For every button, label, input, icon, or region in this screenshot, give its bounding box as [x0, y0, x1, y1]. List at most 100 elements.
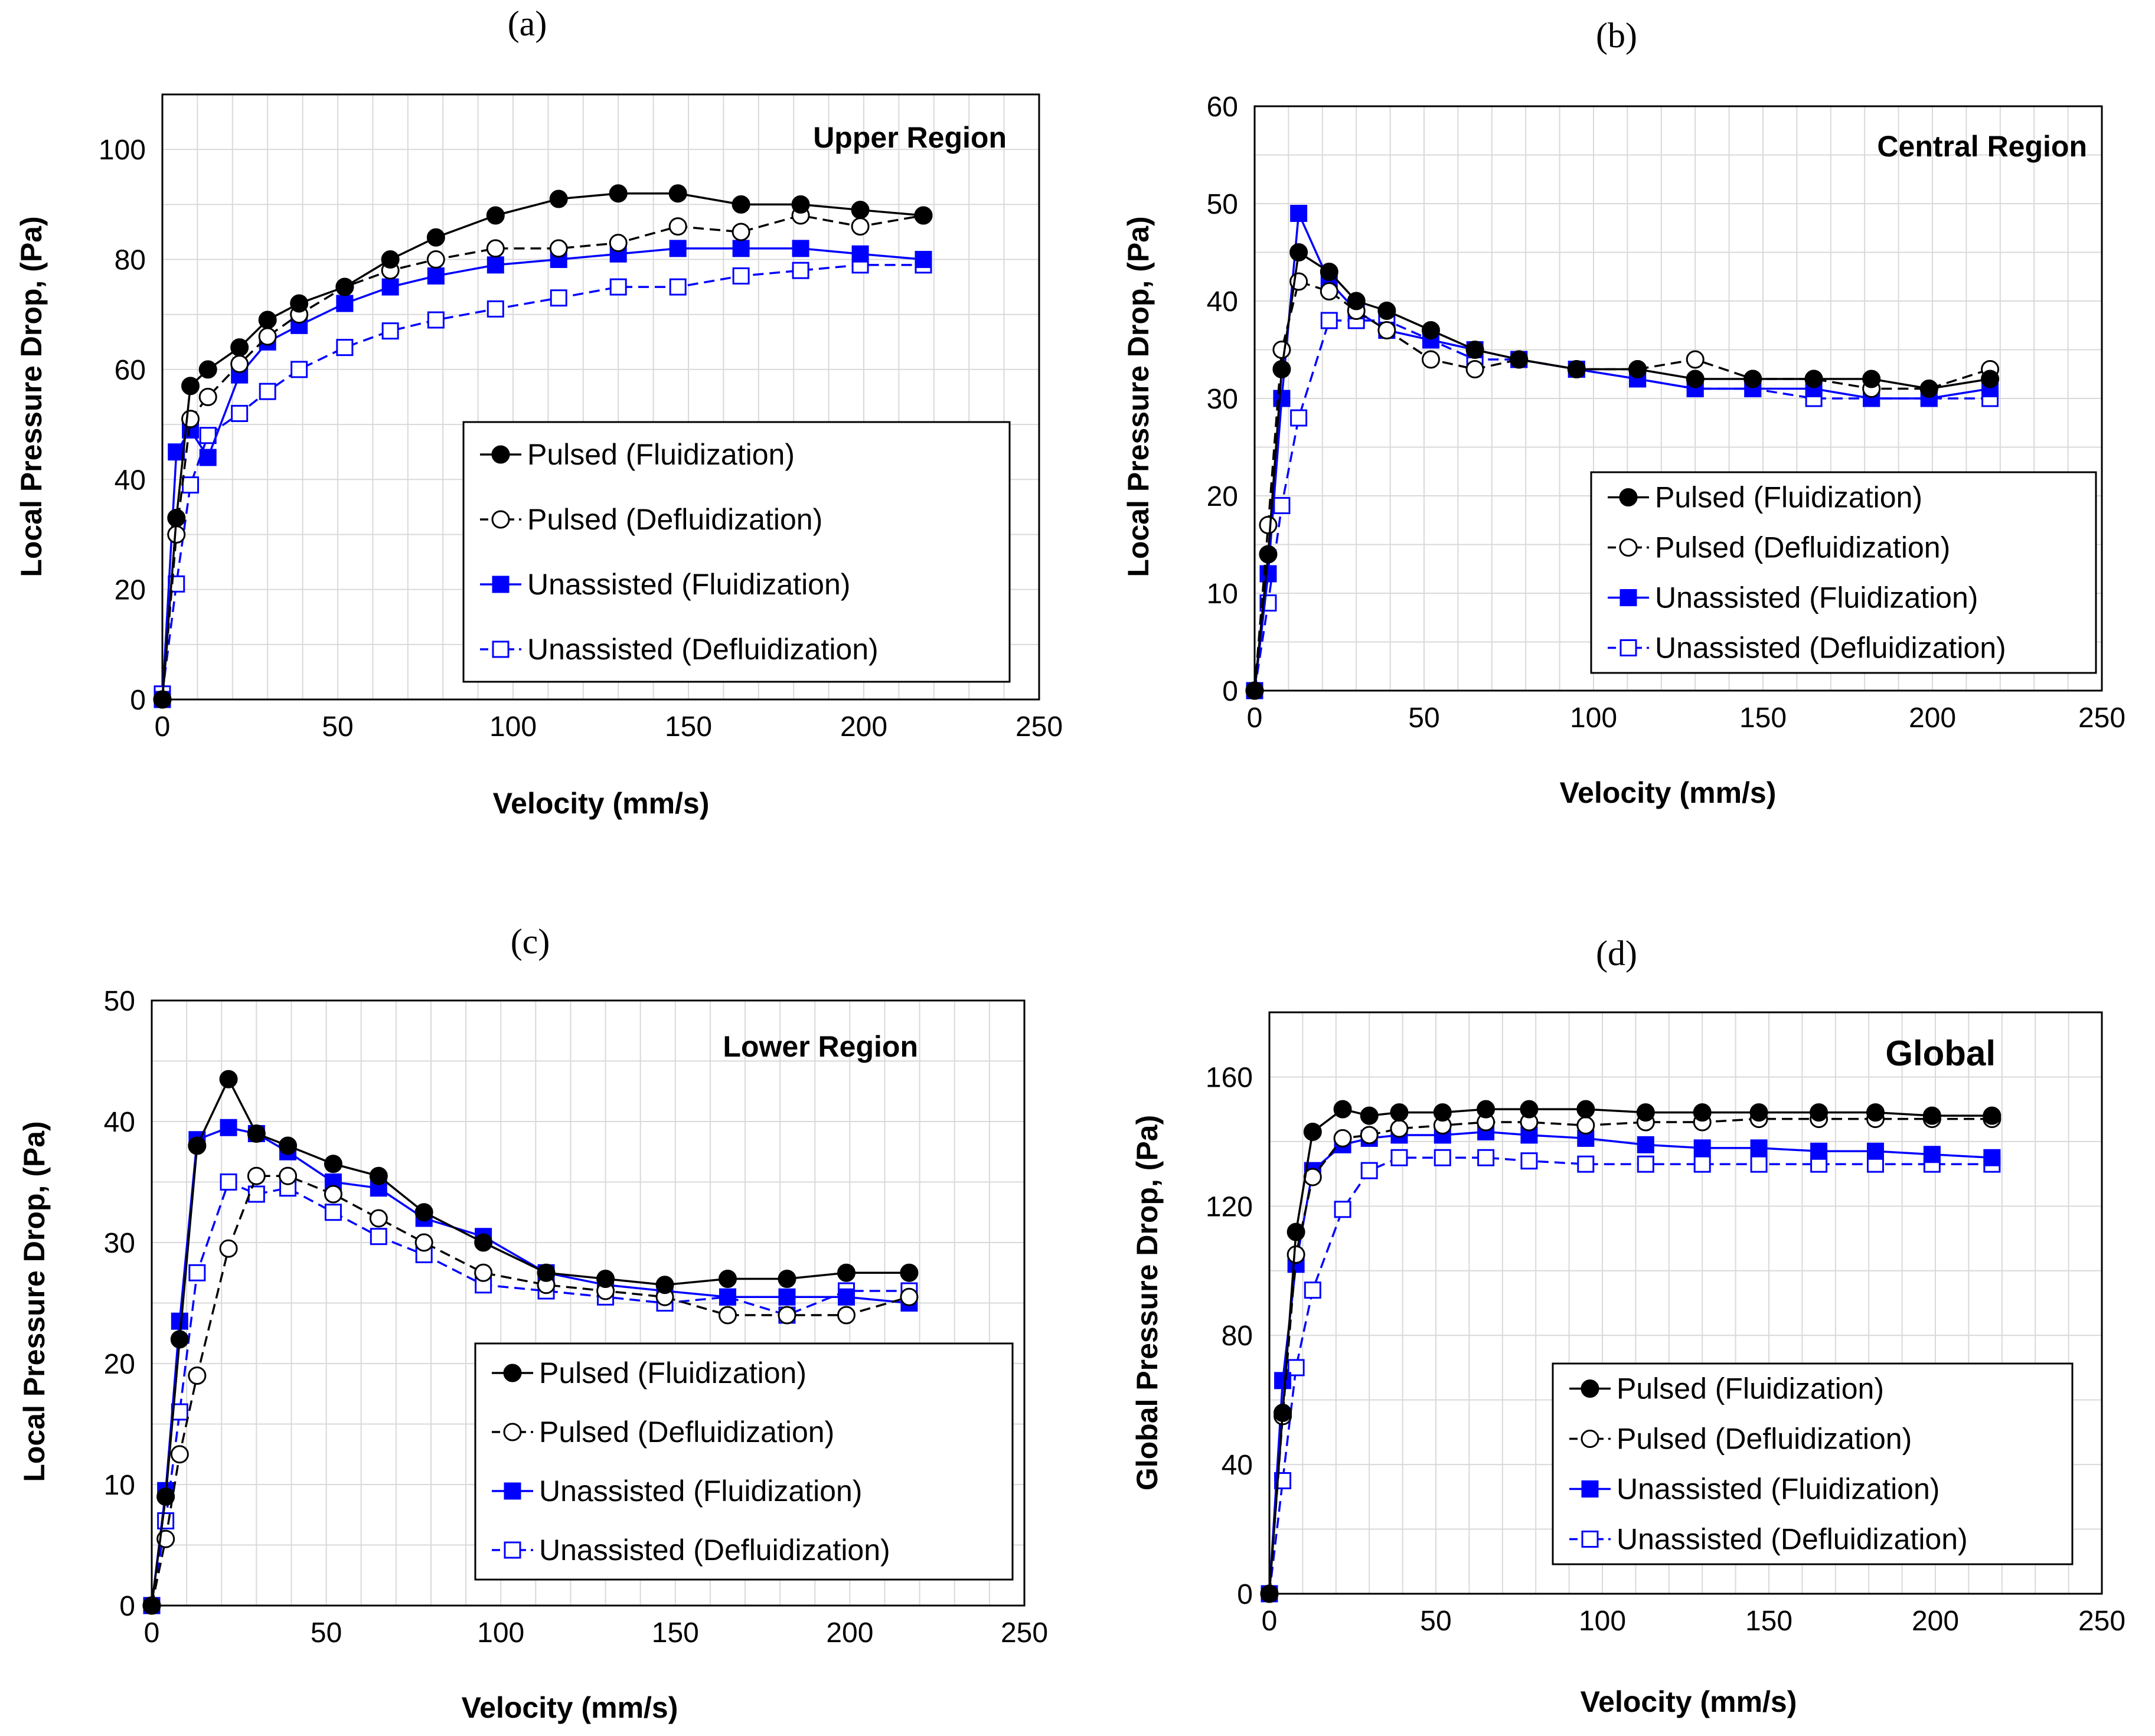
legend: Pulsed (Fluidization) Pulsed (Defluidizat… — [462, 421, 1011, 683]
y-axis-title: Local Pressure Drop, (Pa) — [1122, 216, 1155, 577]
panel-label: (a) — [508, 4, 547, 43]
data-point — [1465, 341, 1484, 359]
data-point — [231, 404, 249, 422]
data-point — [427, 267, 445, 285]
data-point — [167, 509, 186, 527]
chart-title: Upper Region — [813, 121, 1007, 154]
data-point — [279, 1136, 298, 1155]
x-axis-title: Velocity (mm/s) — [493, 787, 710, 820]
data-point — [199, 449, 217, 466]
data-point — [474, 1263, 493, 1282]
data-point — [1981, 370, 2000, 388]
data-point — [669, 278, 687, 296]
data-point — [474, 1233, 493, 1252]
data-point — [718, 1270, 737, 1288]
data-point — [549, 189, 568, 208]
legend-label: Unassisted (Fluidization) — [539, 1475, 862, 1508]
legend-label: Pulsed (Fluidization) — [1617, 1372, 1884, 1405]
data-point — [668, 217, 687, 236]
x-tick-label: 0 — [1262, 1606, 1278, 1637]
series-line — [151, 1181, 909, 1606]
data-point — [1686, 370, 1705, 388]
data-point — [1866, 1142, 1884, 1160]
legend: Pulsed (Fluidization) Pulsed (Defluidizat… — [474, 1342, 1014, 1581]
data-point — [1810, 1142, 1828, 1160]
data-point — [537, 1263, 556, 1282]
data-point — [188, 1366, 207, 1385]
series-line — [1253, 251, 1990, 691]
data-point — [1520, 1152, 1538, 1170]
data-point — [230, 355, 249, 374]
data-point — [778, 1306, 796, 1325]
data-point — [655, 1276, 674, 1294]
data-point — [230, 338, 249, 357]
data-point — [1983, 1106, 2001, 1125]
series-pulsed-fluidization — [153, 184, 933, 709]
data-point — [369, 1209, 388, 1228]
x-tick-label: 100 — [1579, 1606, 1626, 1637]
legend: Pulsed (Fluidization) Pulsed (Defluidizat… — [1552, 1362, 2074, 1565]
data-point — [157, 1512, 175, 1529]
y-tick-label: 100 — [99, 135, 146, 166]
plot-area-frame — [151, 999, 1026, 1607]
plot-area-frame — [161, 93, 1040, 701]
legend-marker — [1619, 639, 1637, 656]
data-point — [486, 206, 505, 225]
y-tick-label: 40 — [1207, 286, 1238, 318]
data-point — [370, 1228, 387, 1245]
data-point — [1259, 516, 1278, 534]
data-point — [1377, 302, 1396, 320]
y-tick-label: 40 — [115, 465, 146, 496]
data-point — [915, 251, 932, 269]
data-point — [156, 1487, 175, 1506]
data-point — [719, 1288, 736, 1306]
data-point — [1274, 1404, 1292, 1423]
data-point — [1347, 292, 1366, 310]
y-tick-label: 30 — [104, 1228, 135, 1259]
data-point — [1274, 1372, 1292, 1390]
data-point — [1637, 1155, 1654, 1173]
y-tick-label: 20 — [1207, 481, 1238, 512]
series-line — [1253, 280, 1991, 691]
legend-label: Pulsed (Fluidization) — [527, 438, 795, 471]
data-point — [1421, 321, 1440, 339]
data-point — [778, 1270, 796, 1288]
data-point — [188, 1136, 207, 1155]
data-point — [486, 256, 504, 274]
legend-label: Pulsed (Defluidization) — [539, 1415, 834, 1449]
data-point — [778, 1288, 796, 1306]
legend-marker — [1581, 1379, 1599, 1398]
data-point — [219, 1239, 238, 1258]
legend-marker — [491, 510, 510, 529]
x-tick-label: 200 — [840, 711, 887, 743]
data-point — [1390, 1103, 1409, 1122]
chart-panel-d: 0 50 100 150 200 250 0 40 80 120 160 (d) Global Veloc… — [1131, 934, 2125, 1718]
data-point — [336, 339, 354, 357]
data-point — [1272, 341, 1291, 359]
chart-title: Central Region — [1877, 130, 2087, 163]
x-tick-label: 0 — [144, 1617, 160, 1649]
data-point — [369, 1166, 388, 1185]
data-point — [609, 234, 628, 253]
series-line — [151, 1175, 910, 1606]
x-tick-label: 150 — [665, 711, 712, 743]
y-tick-label: 80 — [1222, 1320, 1253, 1352]
y-tick-label: 50 — [1207, 189, 1238, 220]
x-tick-label: 250 — [1001, 1617, 1048, 1649]
data-point — [914, 206, 933, 225]
data-point — [1334, 1201, 1351, 1218]
x-tick-label: 50 — [1420, 1606, 1451, 1637]
data-point — [1287, 1222, 1305, 1241]
data-point — [1804, 370, 1823, 388]
data-point — [1377, 321, 1396, 339]
x-axis-title: Velocity (mm/s) — [1560, 776, 1777, 809]
data-point — [290, 361, 308, 378]
data-point — [1983, 1149, 2001, 1166]
x-tick-label: 150 — [1739, 702, 1787, 734]
legend-marker — [503, 1364, 522, 1382]
y-tick-label: 0 — [1222, 676, 1238, 707]
data-point — [1477, 1149, 1495, 1166]
data-point — [426, 250, 445, 269]
data-point — [1477, 1100, 1496, 1119]
data-point — [1273, 390, 1291, 407]
